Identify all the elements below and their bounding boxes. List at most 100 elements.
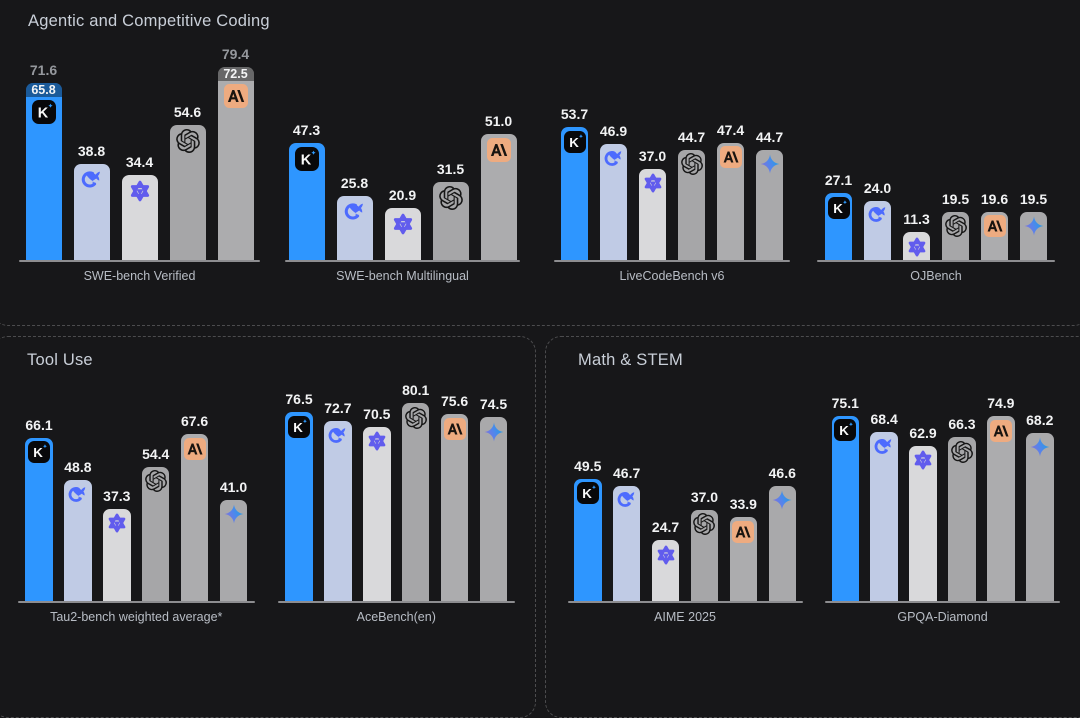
gemini-star-icon (483, 421, 505, 443)
bar-deepseek (73, 164, 110, 260)
bar-kimi: K (285, 412, 313, 601)
deepseek-whale-icon (873, 436, 895, 458)
bar-value-label: 44.7 (677, 128, 706, 145)
bar-anthropic (440, 414, 469, 601)
kimi-k-icon: K (28, 441, 50, 464)
openai-icon (175, 128, 200, 153)
bar-value-label: 34.4 (125, 154, 154, 171)
chart-category-label: Tau2-bench weighted average* (50, 610, 223, 624)
bar-value-label: 24.0 (863, 179, 892, 196)
bar-value-label: 19.5 (941, 190, 970, 207)
openai-icon (404, 406, 427, 429)
chart-category-label: AIME 2025 (654, 610, 716, 624)
bar-deepseek (64, 480, 92, 601)
openai-icon (693, 513, 716, 536)
svg-text:K: K (33, 445, 43, 460)
kimi-k-icon: K (288, 415, 310, 438)
bar-gemini (1020, 211, 1047, 260)
chart-category-label: SWE-bench Verified (83, 269, 196, 283)
anthropic-icon (486, 137, 511, 162)
bar-value-label: 68.2 (1026, 411, 1054, 428)
bar-gemini (479, 417, 508, 601)
qwen-icon (366, 430, 388, 452)
bar-value-label: 25.8 (340, 175, 369, 192)
svg-text:K: K (840, 423, 850, 438)
bar-value-label: 27.1 (824, 172, 853, 189)
kimi-k-icon: K (294, 146, 319, 171)
x-axis-line (817, 260, 1055, 262)
bar-openai (678, 149, 705, 260)
bar-value-label: 53.7 (560, 106, 589, 123)
bar-value-label: 46.7 (613, 464, 641, 481)
svg-text:K: K (833, 201, 843, 216)
deepseek-whale-icon (80, 168, 104, 192)
bar-value-label: 37.0 (638, 147, 667, 164)
deepseek-whale-icon (603, 148, 625, 170)
anthropic-icon (223, 83, 248, 108)
bar-value-label: 68.4 (870, 411, 898, 428)
bar-anthropic (987, 416, 1015, 601)
bar-kimi: K (25, 437, 53, 601)
bar-value-label: 76.5 (285, 391, 313, 408)
openai-icon (144, 470, 167, 493)
bar-value-label: 46.9 (599, 123, 628, 140)
bar-kimi: K (831, 415, 859, 601)
deepseek-whale-icon (327, 425, 349, 447)
panel-agentic-coding (0, 0, 1080, 326)
x-axis-line (554, 260, 790, 262)
bar-value-label: 47.4 (716, 121, 745, 138)
section-title-math-stem: Math & STEM (578, 351, 683, 369)
svg-text:K: K (293, 419, 303, 434)
bar-qwen (121, 175, 158, 260)
qwen-icon (912, 449, 934, 471)
chart-category-label: LiveCodeBench v6 (619, 269, 725, 283)
bar-value-label: 33.9 (729, 496, 757, 513)
bar-kimi: K (288, 143, 325, 260)
bar-value-label: 48.8 (64, 459, 92, 476)
x-axis-line (285, 260, 520, 262)
bar-deepseek (864, 200, 891, 260)
bar-kimi: K (574, 478, 602, 601)
bar-value-label: 80.1 (402, 382, 430, 399)
bar-value-label: 70.5 (363, 405, 391, 422)
bar-value-label: 66.1 (25, 416, 53, 433)
bar-gemini (219, 499, 248, 601)
bar-value-label: 44.7 (755, 128, 784, 145)
bar-anthropic (717, 142, 744, 260)
bar-anthropic (981, 211, 1008, 260)
bar-openai (401, 403, 430, 601)
gemini-star-icon (759, 153, 781, 175)
bar-value-label: 11.3 (903, 211, 930, 228)
bar-value-label: 75.6 (440, 393, 469, 410)
bar-value-label: 75.1 (831, 394, 859, 411)
bar-value-label: 51.0 (484, 113, 513, 130)
bar-gemini (1026, 432, 1054, 601)
chart-gpqa-diamond: GPQA-Diamond K 75.1 68.4 62.9 66.3 74.9 … (825, 366, 1060, 624)
kimi-k-icon: K (31, 100, 56, 125)
svg-text:K: K (569, 135, 579, 150)
bar-secondary-value-label: 71.6 (29, 62, 58, 79)
bar-value-label: 19.6 (980, 190, 1009, 207)
anthropic-icon (443, 417, 466, 440)
anthropic-icon (983, 215, 1006, 238)
bar-deepseek (600, 144, 627, 260)
gemini-star-icon (223, 503, 245, 525)
bar-qwen (639, 168, 666, 260)
section-title-tool-use: Tool Use (27, 351, 93, 369)
bar-kimi: 65.8 K (25, 83, 62, 260)
bar-anthropic (180, 434, 209, 601)
anthropic-icon (183, 437, 206, 460)
anthropic-icon (732, 520, 755, 543)
chart-tau2-bench: Tau2-bench weighted average* K 66.1 48.8… (17, 366, 255, 624)
chart-category-label: OJBench (910, 269, 962, 283)
bar-value-label: 66.3 (948, 416, 976, 433)
anthropic-icon (989, 419, 1012, 442)
bar-openai (942, 211, 969, 260)
bar-value-label: 74.9 (987, 395, 1015, 411)
bar-value-label: 20.9 (388, 187, 417, 204)
bar-value-label: 74.5 (479, 396, 508, 412)
deepseek-whale-icon (343, 200, 367, 224)
chart-swe-bench-verified: SWE-bench Verified 65.8 K 71.6 38.8 34.4… (19, 25, 260, 283)
kimi-k-icon: K (563, 130, 586, 153)
bar-anthropic (729, 517, 758, 601)
